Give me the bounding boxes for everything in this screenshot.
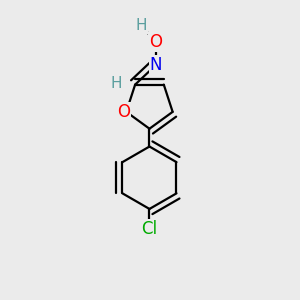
Text: O: O xyxy=(117,103,130,121)
Text: H: H xyxy=(135,18,147,33)
Text: N: N xyxy=(150,56,162,74)
Text: Cl: Cl xyxy=(141,220,158,238)
Text: H: H xyxy=(110,76,122,91)
Text: O: O xyxy=(149,33,162,51)
